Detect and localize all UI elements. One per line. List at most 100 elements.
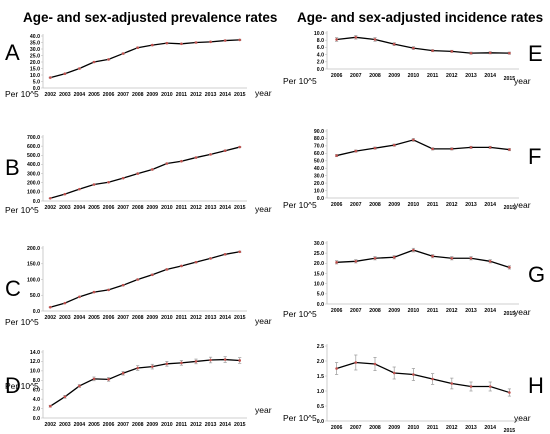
y-tick-label: 10.0 [30,73,40,79]
data-point [412,46,415,50]
data-point [469,51,473,55]
data-point [488,146,492,149]
data-point [373,362,377,366]
x-tick-label: 2015 [504,311,516,317]
x-tick-label: 2012 [190,92,202,98]
x-tick-label: 2006 [103,92,115,98]
y-tick-label: 15.0 [30,66,40,72]
data-point [78,384,81,388]
x-tick-label: 2004 [74,92,86,98]
y-tick-label: 2.0 [317,359,324,365]
data-point [107,288,110,292]
x-tick-label: 2006 [331,308,343,314]
x-tick-label: 2003 [59,205,71,211]
x-tick-label: 2015 [234,205,246,211]
x-tick-label: 2008 [369,425,381,431]
x-tick-label: 2010 [161,92,173,98]
data-point [238,359,242,362]
data-point [136,46,140,49]
y-tick-label: 1.0 [317,389,324,395]
x-tick-label: 2007 [350,425,362,431]
data-point [107,378,110,381]
y-tick-label: 80.0 [314,136,324,142]
y-tick-label: 40.0 [314,166,324,172]
y-tick-label: 8.0 [317,38,324,44]
y-tick-label: 30.0 [30,47,40,53]
y-tick-label: 6.0 [33,388,40,394]
x-tick-label: 2011 [427,425,438,431]
x-tick-label: 2006 [103,315,115,321]
data-point [373,256,377,260]
x-tick-label: 2009 [388,202,400,208]
x-tick-label: 2006 [331,425,343,431]
y-tick-label: 6.0 [317,45,324,51]
y-tick-label: 0.0 [33,309,40,315]
x-tick-label: 2014 [484,73,496,79]
data-point [392,371,396,375]
data-point [223,39,227,42]
x-tick-label: 2007 [117,422,129,428]
y-tick-label: 5.0 [33,79,40,85]
panel-letter-b: B [5,155,20,180]
data-point [150,168,154,171]
x-tick-label: 2005 [88,205,100,211]
data-point [78,67,81,70]
data-point [209,153,212,156]
x-tick-label: 2013 [465,308,477,314]
data-point [335,154,338,157]
data-point [194,260,198,264]
x-tick-label: 2006 [331,202,343,208]
data-point [238,38,242,42]
data-point [121,176,125,180]
x-tick-label: 2009 [147,315,159,321]
data-point [431,147,434,151]
x-tick-label: 2005 [88,92,100,98]
x-tick-label: 2008 [132,422,144,428]
left-column-title: Age- and sex-adjusted prevalence rates [23,10,277,25]
x-tick-label: 2010 [161,315,173,321]
x-tick-label: 2013 [205,315,217,321]
x-tick-label: 2012 [446,73,458,79]
y-tick-label: 500.0 [27,153,40,159]
data-point [150,365,154,368]
y-tick-label: 25.0 [30,53,40,59]
unit-label: Per 10^5 [283,76,317,86]
series-line-c [50,251,240,308]
unit-label: Per 10^5 [283,200,317,210]
y-tick-label: 70.0 [314,144,324,150]
x-tick-label: 2002 [45,92,57,98]
x-axis-label: year [514,413,531,423]
x-tick-label: 2007 [117,315,129,321]
data-point [209,257,212,260]
y-tick-label: 1.5 [317,374,324,380]
y-tick-label: 5.0 [317,292,324,298]
x-tick-label: 2002 [45,315,57,321]
data-point [450,147,454,151]
y-tick-label: 2.0 [317,60,324,66]
data-point [136,172,140,175]
panel-d: D 0.0 2.0 4.0 6.0 8.0 10.0 12.0 14.0 2002 2003 2004… [5,350,272,428]
y-tick-label: 600.0 [27,144,40,150]
data-point [63,72,67,75]
unit-label: Per 10^5 [283,413,317,423]
y-tick-label: 20.0 [30,60,40,66]
y-tick-label: 8.0 [33,378,40,384]
data-point [150,273,154,277]
y-tick-label: 2.0 [33,406,40,412]
x-tick-label: 2015 [504,205,516,211]
x-tick-label: 2003 [59,422,71,428]
x-tick-label: 2004 [74,422,86,428]
data-point [92,60,96,64]
x-tick-label: 2014 [219,422,231,428]
unit-label: Per 10^5 [5,381,39,391]
data-point [223,253,227,256]
y-tick-label: 0.0 [317,196,324,202]
unit-label: Per 10^5 [283,309,317,319]
x-tick-label: 2010 [408,308,420,314]
data-point [412,373,415,376]
data-point [373,146,377,150]
y-tick-label: 100.0 [27,190,40,196]
data-point [78,187,81,191]
